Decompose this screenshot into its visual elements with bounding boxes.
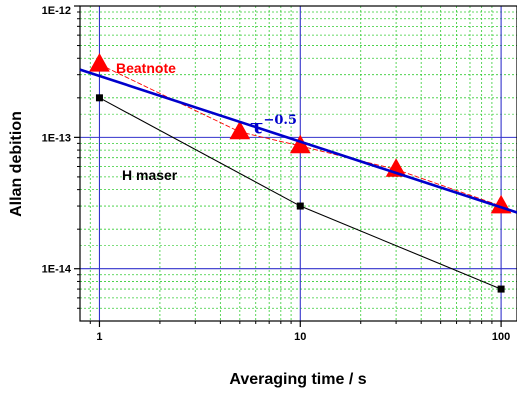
fit-label-exponent: −0.5 [263,113,297,128]
fit-layer [79,68,517,214]
minor-grid [80,6,517,321]
x-tick-label: 1 [96,331,102,343]
x-tick-label: 10 [294,331,306,343]
fit-label-base: τ [250,114,263,138]
fit-line [79,68,517,214]
hmaser-point [497,285,505,293]
x-tick-label: 100 [492,331,510,343]
label-layer: Beatnote H maser τ−0.5 [116,60,297,183]
beatnote-point [229,120,251,140]
hmaser-point [296,202,304,210]
fit-label: τ−0.5 [250,113,297,138]
beatnote-label: Beatnote [116,60,176,76]
y-tick-label: 1E-13 [42,132,71,144]
y-axis-title: Allan debition [8,111,25,217]
beatnote-point [89,53,110,72]
axis-ticks: 1 10 100 1E-14 1E-13 1E-12 [42,5,511,343]
major-grid [80,6,517,321]
y-tick-label: 1E-14 [42,264,72,276]
hmaser-point [95,94,103,102]
hmaser-label: H maser [122,167,178,183]
plot-frame [79,5,517,322]
x-axis-title: Averaging time / s [229,371,366,388]
y-tick-label: 1E-12 [42,5,71,17]
